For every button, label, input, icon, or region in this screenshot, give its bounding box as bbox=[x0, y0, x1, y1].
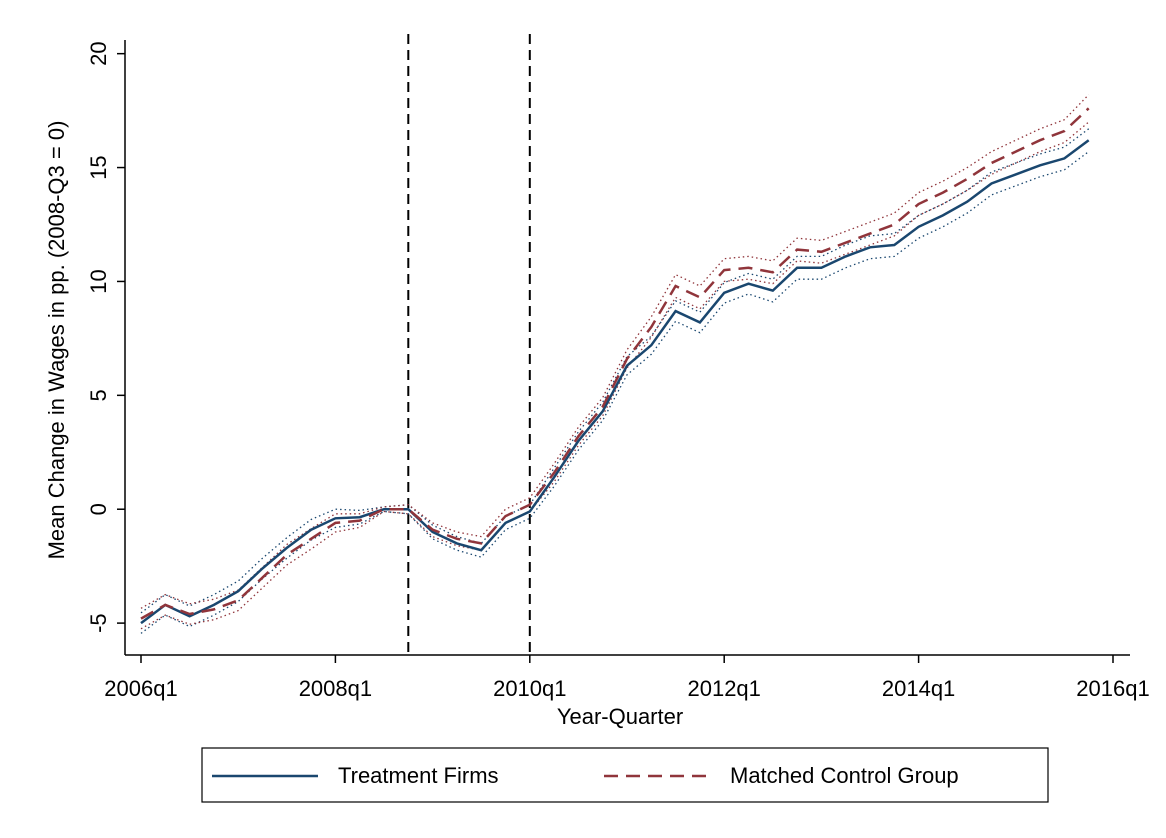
ci-lower bbox=[140, 151, 1090, 634]
y-tick-label: -5 bbox=[86, 613, 111, 633]
series-line bbox=[140, 107, 1090, 620]
x-tick-label: 2010q1 bbox=[493, 676, 566, 701]
legend-box bbox=[201, 747, 1049, 803]
y-tick-label: 20 bbox=[86, 41, 111, 65]
y-tick-label: 0 bbox=[86, 503, 111, 515]
series-line bbox=[140, 139, 1090, 625]
x-tick-label: 2008q1 bbox=[299, 676, 372, 701]
y-axis-label: Mean Change in Wages in pp. (2008-Q3 = 0… bbox=[44, 121, 69, 560]
legend-label: Matched Control Group bbox=[730, 763, 959, 788]
x-tick-label: 2014q1 bbox=[882, 676, 955, 701]
ci-upper bbox=[140, 94, 1090, 609]
y-tick-label: 5 bbox=[86, 389, 111, 401]
legend-label: Treatment Firms bbox=[338, 763, 499, 788]
y-tick-label: 15 bbox=[86, 155, 111, 179]
x-tick-label: 2016q1 bbox=[1076, 676, 1149, 701]
x-tick-label: 2006q1 bbox=[104, 676, 177, 701]
x-tick-label: 2012q1 bbox=[687, 676, 760, 701]
ci-lower bbox=[140, 121, 1090, 630]
x-axis-label: Year-Quarter bbox=[557, 704, 683, 729]
y-tick-label: 10 bbox=[86, 269, 111, 293]
